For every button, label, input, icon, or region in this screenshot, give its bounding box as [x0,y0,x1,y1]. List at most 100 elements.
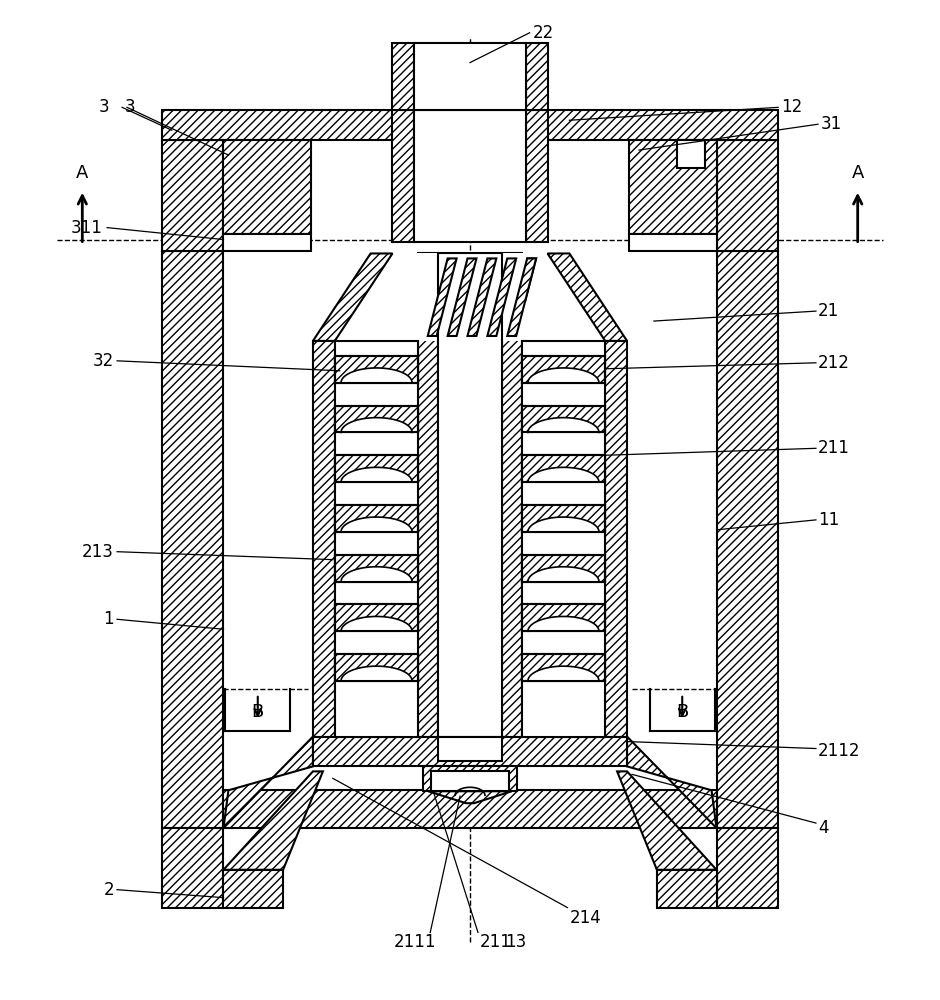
Text: 311: 311 [70,219,102,237]
Polygon shape [428,258,457,336]
Text: 2111: 2111 [394,933,436,951]
Polygon shape [162,828,224,908]
Polygon shape [313,341,335,737]
Polygon shape [522,368,599,383]
Polygon shape [224,140,311,234]
Polygon shape [224,234,311,251]
Polygon shape [428,258,457,336]
Text: B: B [252,703,264,721]
Text: B: B [676,703,688,721]
Text: 211: 211 [818,439,850,457]
Polygon shape [431,771,509,791]
Polygon shape [162,110,778,140]
Polygon shape [224,737,313,828]
Polygon shape [313,253,393,341]
Text: 1: 1 [103,610,114,628]
Text: 31: 31 [821,115,842,133]
Polygon shape [335,356,418,383]
Polygon shape [522,616,599,631]
Polygon shape [423,766,517,791]
Text: 211: 211 [480,933,511,951]
Polygon shape [438,253,502,737]
Polygon shape [335,467,412,482]
Polygon shape [224,771,322,870]
Polygon shape [335,616,412,631]
Polygon shape [716,140,778,251]
Polygon shape [522,418,599,432]
Polygon shape [522,654,605,681]
Text: 213: 213 [82,543,114,561]
Polygon shape [605,341,627,737]
Text: 21: 21 [818,302,839,320]
Polygon shape [716,251,778,828]
Polygon shape [629,234,716,251]
Text: 214: 214 [570,909,602,927]
Polygon shape [224,790,716,828]
Text: 12: 12 [781,98,803,116]
Polygon shape [313,737,627,766]
Polygon shape [522,406,605,432]
Polygon shape [525,43,547,110]
Polygon shape [502,253,522,737]
Polygon shape [393,253,547,341]
Text: A: A [852,164,864,182]
Polygon shape [447,258,477,336]
Polygon shape [335,418,412,432]
Polygon shape [522,517,599,532]
Text: 4: 4 [818,819,828,837]
Polygon shape [429,791,511,803]
Polygon shape [627,737,716,828]
Polygon shape [415,253,525,341]
Polygon shape [224,870,283,908]
Polygon shape [335,517,412,532]
Polygon shape [508,258,536,336]
Text: 212: 212 [818,354,850,372]
Polygon shape [335,368,412,383]
Polygon shape [677,140,705,168]
Polygon shape [525,110,547,242]
Polygon shape [508,258,536,336]
Polygon shape [162,140,224,251]
Polygon shape [335,505,418,532]
Polygon shape [657,870,716,908]
Polygon shape [547,253,627,341]
Polygon shape [467,258,496,336]
Polygon shape [618,771,716,870]
Polygon shape [335,666,412,681]
Polygon shape [335,555,418,582]
Polygon shape [522,356,605,383]
Polygon shape [629,140,716,234]
Polygon shape [393,110,415,242]
Text: 32: 32 [93,352,114,370]
Polygon shape [522,567,599,582]
Polygon shape [716,828,778,908]
Polygon shape [488,258,516,336]
Polygon shape [522,555,605,582]
Polygon shape [415,43,525,110]
Polygon shape [393,43,415,110]
Text: 13: 13 [505,933,526,951]
Text: 11: 11 [818,511,839,529]
Polygon shape [438,737,502,761]
Polygon shape [162,251,224,828]
Text: A: A [76,164,88,182]
Text: 3: 3 [99,98,109,116]
Polygon shape [335,654,418,681]
Polygon shape [522,604,605,631]
Polygon shape [335,455,418,482]
Text: 2112: 2112 [818,742,860,760]
Polygon shape [447,258,477,336]
Text: 2: 2 [103,881,114,899]
Polygon shape [335,604,418,631]
Polygon shape [522,341,605,737]
Polygon shape [335,567,412,582]
Polygon shape [522,467,599,482]
Polygon shape [522,666,599,681]
Polygon shape [522,455,605,482]
Text: 3: 3 [125,98,135,116]
Polygon shape [335,341,418,737]
Polygon shape [418,253,438,737]
Polygon shape [415,110,525,242]
Polygon shape [488,258,516,336]
Polygon shape [522,505,605,532]
